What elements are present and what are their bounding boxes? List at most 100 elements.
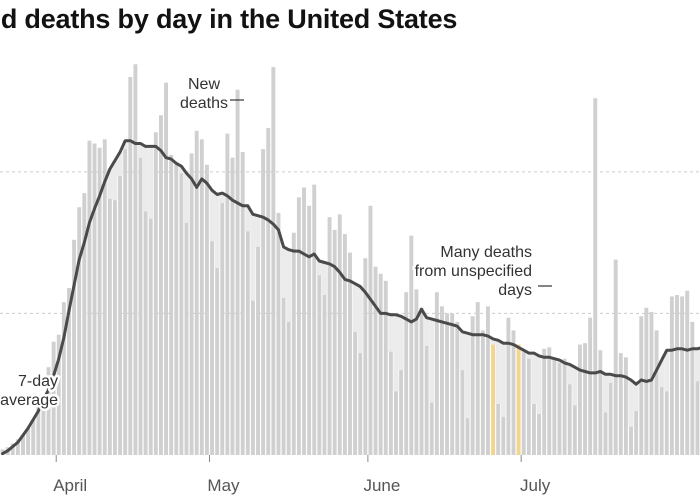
average-gap [429,319,435,403]
bar [296,197,301,455]
bar [61,302,66,455]
chart-title: ed deaths by day in the United States [0,4,458,34]
average-gap [464,333,471,419]
highlight-bar [491,344,496,455]
bar [547,347,552,455]
bar [97,147,102,455]
bar [342,234,347,455]
bar [358,353,363,455]
bar [184,222,189,455]
bar [353,331,358,455]
bar [194,130,199,456]
bar [261,149,266,455]
bar [204,164,209,455]
bar [531,404,536,455]
average-gap [567,364,573,385]
bar [557,362,562,455]
bar [475,302,480,455]
average-gap [459,331,465,371]
bar [623,357,628,455]
bar [286,321,291,455]
bar [363,258,368,455]
bar [583,343,587,455]
bars [0,64,700,456]
bar [169,154,174,455]
bar [537,413,542,455]
bar [31,419,36,455]
annotation-7-day-average-line: average [0,392,58,409]
bar [174,161,179,455]
bar [680,296,685,455]
bar [276,212,281,455]
bar [675,295,679,455]
bar [409,235,414,455]
average-gap [398,316,404,371]
average-gap [117,152,123,177]
average-gap [664,350,670,392]
annotation-7-day-average: 7-day average [0,371,61,412]
average-gap [122,140,128,150]
x-tick-label: June [363,476,400,495]
average-gap [321,262,328,296]
x-tick-label: July [520,476,551,495]
bar [51,341,56,455]
average-gap [178,166,184,174]
average-gap [490,338,496,345]
average-gap [112,160,118,201]
average-gap [209,190,215,242]
bar [577,344,582,455]
x-tick-label: April [53,476,87,495]
average-gap [602,374,609,413]
bar [368,205,373,455]
annotation-unspecified: Many deaths from unspecified days [412,242,534,302]
bar [256,246,260,455]
bar [470,316,475,455]
average-gap [628,379,634,427]
average-gap [572,367,578,406]
average-gap [357,286,363,354]
bar [639,316,644,455]
bar [496,404,501,455]
average-gap [281,246,287,298]
bar [695,381,700,455]
bar [215,268,220,455]
bar [608,382,613,455]
bar [153,132,158,456]
average-gap [393,314,399,392]
bar [618,353,623,455]
average-line [1,139,700,456]
bar [235,89,240,455]
bar [10,443,15,455]
bar [634,411,639,455]
bar [593,98,598,456]
bar [158,115,163,455]
annotation-new-deaths: New deaths [177,74,230,115]
bar [291,232,296,455]
average-gap [352,283,358,332]
bar [179,173,184,455]
average-gap [633,384,639,412]
bar [455,321,460,455]
x-axis: April May June July [53,455,551,495]
bar [419,307,424,455]
annotation-new-deaths-line: deaths [180,95,228,112]
bar [669,296,674,455]
bar [480,330,485,455]
bar [87,140,92,456]
bar [312,184,317,455]
bar [250,300,255,455]
average-gap [143,146,149,212]
bar [21,435,25,455]
bar [189,153,194,455]
annotations: New deaths Many deaths from unspecified days… [0,74,552,412]
bar [383,280,388,455]
bar [521,351,526,455]
bar [199,139,204,456]
bar [506,317,511,455]
bar [659,387,664,455]
bar [424,345,429,455]
average-gap [148,146,154,219]
bar [598,350,603,455]
bar [138,157,143,455]
bar [562,358,567,455]
